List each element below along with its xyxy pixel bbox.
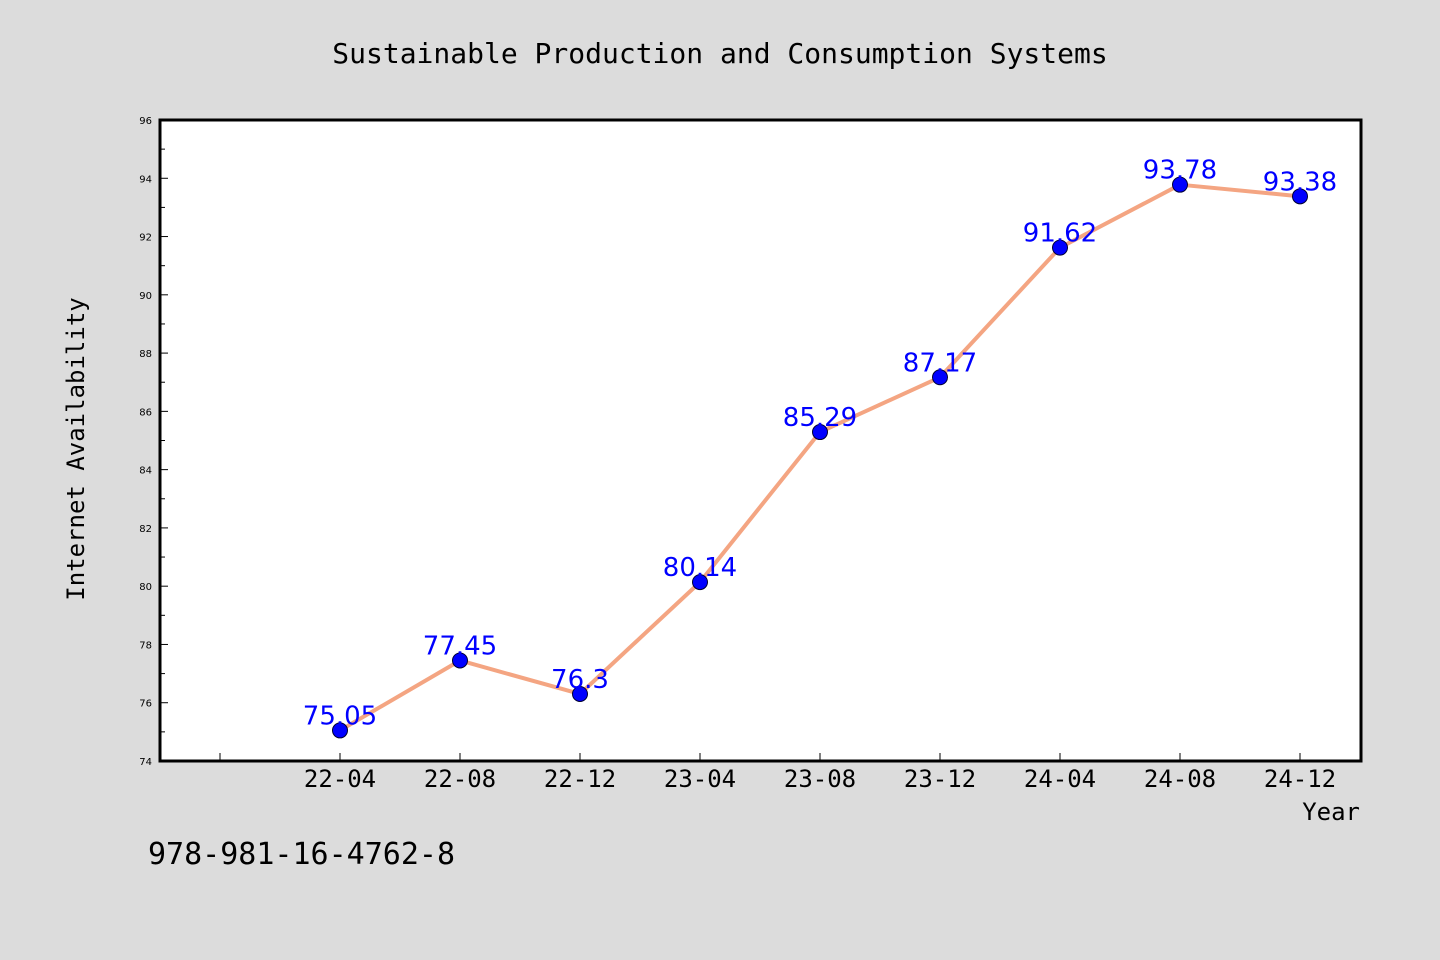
x-tick-label: 22-12: [544, 765, 616, 793]
y-tick-label: 82: [139, 524, 152, 535]
data-label: 93.38: [1263, 167, 1337, 197]
data-point: [572, 685, 588, 702]
x-tick-label: 23-04: [664, 765, 736, 793]
y-tick-label: 90: [139, 291, 152, 302]
isbn-text: 978-981-16-4762-8: [148, 837, 455, 872]
y-tick-label: 88: [139, 349, 152, 360]
y-tick-label: 84: [139, 466, 152, 477]
y-tick-label: 76: [139, 699, 152, 710]
x-tick-label: 23-08: [784, 765, 856, 793]
x-tick-label: 22-08: [424, 765, 496, 793]
y-tick-label: 74: [139, 757, 152, 768]
y-tick-label: 80: [139, 582, 152, 593]
x-tick-label: 24-12: [1264, 765, 1336, 793]
data-point: [1052, 239, 1068, 256]
data-point: [932, 369, 948, 386]
x-axis: 22-04 22-08 22-12 23-04 23-08 23-12 24-04 24-08…: [219, 753, 1336, 793]
data-label: 91.62: [1023, 219, 1097, 249]
chart-title: Sustainable Production and Consumption S…: [332, 37, 1107, 70]
plot-area: [158, 118, 1363, 763]
x-tick-label: 24-08: [1144, 765, 1216, 793]
data-point: [812, 424, 828, 441]
data-point: [1172, 176, 1188, 193]
data-label: 87.17: [903, 348, 977, 378]
data-point: [692, 574, 708, 591]
x-tick-label: 24-04: [1024, 765, 1096, 793]
data-label: 85.29: [783, 403, 857, 433]
y-tick-label: 86: [139, 407, 152, 418]
x-tick-label: 23-12: [904, 765, 976, 793]
y-tick-label: 78: [139, 640, 152, 651]
data-point: [1292, 188, 1308, 205]
y-tick-label: 96: [139, 116, 152, 127]
data-point: [332, 722, 348, 739]
data-markers: [332, 176, 1308, 739]
data-label: 75.05: [303, 701, 377, 731]
data-point: [452, 652, 468, 669]
data-label: 80.14: [663, 553, 737, 583]
data-label: 77.45: [423, 631, 497, 661]
y-axis: 74 76 78 80 82 84 86 88 90 92 94 96: [139, 116, 168, 768]
x-axis-label: Year: [1302, 798, 1360, 826]
data-labels: 75.05 77.45 76.3 80.14 85.29 87.17 91.62 93.78 9…: [303, 156, 1337, 732]
data-label: 76.3: [551, 665, 609, 695]
y-axis-label: Internet Availability: [62, 297, 90, 600]
data-label: 93.78: [1143, 156, 1217, 186]
x-tick-label: 22-04: [304, 765, 376, 793]
y-tick-label: 94: [139, 174, 152, 185]
y-tick-label: 92: [139, 233, 152, 244]
